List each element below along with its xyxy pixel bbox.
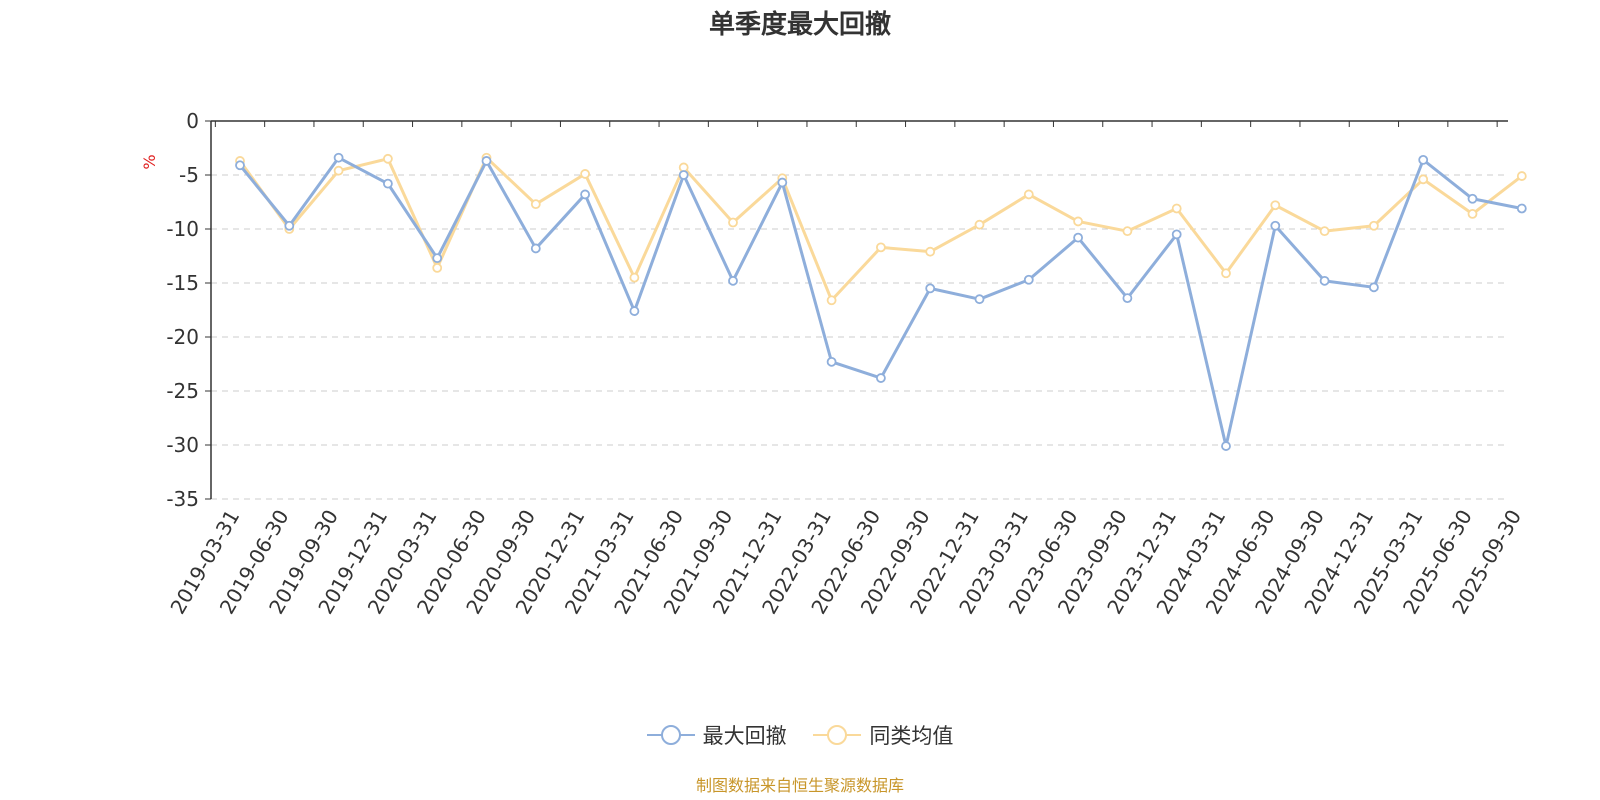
data-point-series-0 (777, 177, 788, 188)
data-point-series-1 (876, 242, 886, 253)
data-point-series-0 (876, 373, 886, 383)
data-point-series-0 (530, 243, 541, 254)
y-tick-label: -25 (166, 379, 199, 403)
data-point-series-1 (1319, 226, 1330, 237)
data-point-series-1 (1171, 203, 1182, 214)
grid-layer (211, 174, 1508, 500)
data-point-series-0 (1516, 203, 1527, 214)
axis-layer: 0-5-10-15-20-25-30-352019-03-312019-06-3… (165, 109, 1526, 618)
data-point-series-0 (1467, 193, 1478, 204)
data-point-series-0 (235, 160, 245, 171)
line-chart: 0-5-10-15-20-25-30-352019-03-312019-06-3… (140, 109, 1527, 618)
data-point-series-1 (530, 199, 541, 210)
data-point-series-1 (1221, 268, 1231, 279)
legend-item-peer-average[interactable]: 同类均值 (813, 720, 953, 750)
data-point-series-0 (1369, 282, 1379, 293)
data-point-series-0 (333, 152, 344, 163)
data-point-series-0 (826, 356, 837, 367)
data-point-series-1 (826, 295, 837, 306)
chart-title: 单季度最大回撤 (708, 10, 891, 40)
y-tick-label: -20 (166, 325, 199, 349)
y-tick-label: -10 (166, 217, 199, 241)
y-tick-label: -15 (166, 271, 199, 295)
data-point-series-0 (1073, 232, 1083, 243)
data-point-series-0 (284, 220, 295, 231)
data-point-series-1 (1516, 171, 1527, 181)
data-point-series-1 (580, 169, 590, 179)
data-point-series-0 (1171, 229, 1182, 240)
legend-marker-max-drawdown (646, 725, 695, 745)
y-tick-label: 0 (186, 109, 199, 133)
data-point-series-1 (333, 165, 344, 176)
data-point-series-1 (1418, 174, 1429, 185)
series-line-0 (238, 156, 1523, 448)
series-layer (235, 152, 1527, 451)
data-point-series-0 (728, 275, 738, 286)
data-point-series-1 (974, 219, 985, 230)
data-point-series-0 (382, 178, 393, 189)
data-point-series-0 (974, 294, 985, 305)
data-point-series-0 (1319, 275, 1330, 286)
data-point-series-1 (629, 272, 640, 283)
legend: 最大回撤 同类均值 (0, 720, 1600, 752)
data-point-series-1 (1270, 200, 1281, 211)
data-point-series-1 (728, 217, 738, 228)
y-axis-unit-label: % (140, 154, 159, 169)
data-point-series-0 (432, 253, 443, 264)
data-point-series-0 (1023, 274, 1034, 285)
legend-label-peer-average: 同类均值 (869, 724, 954, 748)
data-point-series-0 (678, 170, 689, 180)
data-point-series-1 (382, 153, 393, 164)
data-point-series-0 (629, 306, 640, 316)
y-tick-label: -30 (166, 433, 199, 457)
y-tick-label: -35 (166, 487, 199, 511)
source-note: 制图数据来自恒生聚源数据库 (695, 776, 904, 795)
data-point-series-0 (481, 156, 492, 166)
data-point-series-0 (1122, 293, 1133, 304)
data-point-series-1 (1122, 226, 1133, 237)
y-tick-label: -5 (179, 163, 199, 187)
data-point-series-1 (1073, 216, 1083, 227)
data-point-series-0 (1270, 220, 1281, 231)
data-point-series-0 (925, 283, 936, 294)
data-point-series-1 (1023, 189, 1034, 200)
data-point-series-0 (1418, 154, 1429, 165)
legend-label-max-drawdown: 最大回撤 (702, 724, 787, 748)
data-point-series-1 (1369, 220, 1379, 231)
legend-marker-peer-average (813, 725, 862, 745)
data-point-series-1 (925, 246, 936, 257)
data-point-series-0 (1221, 441, 1231, 451)
legend-item-max-drawdown[interactable]: 最大回撤 (646, 720, 787, 750)
data-point-series-1 (1467, 208, 1478, 219)
data-point-series-1 (432, 262, 443, 273)
data-point-series-0 (580, 189, 590, 200)
